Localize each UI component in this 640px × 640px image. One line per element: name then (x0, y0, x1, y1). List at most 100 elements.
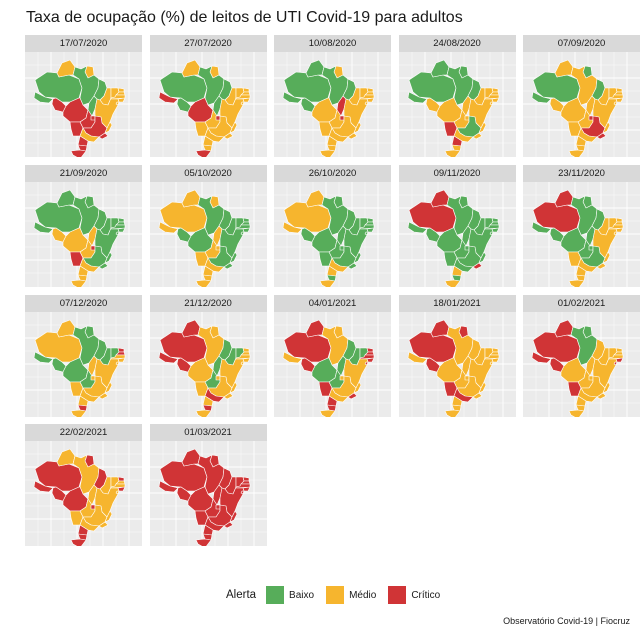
state-ba (94, 97, 120, 129)
state-rr (181, 59, 200, 78)
legend-key-critico (388, 586, 407, 604)
state-sp (79, 257, 100, 273)
state-df (90, 375, 96, 380)
state-rj (347, 262, 358, 270)
map-plot-area (523, 311, 640, 417)
state-ba (468, 227, 493, 259)
state-ac (531, 221, 552, 234)
map-plot-area (149, 181, 267, 287)
state-rj (98, 132, 109, 140)
map-plot-area (398, 181, 516, 287)
map-panel: 22/02/2021 (25, 424, 142, 547)
state-ba (94, 227, 120, 259)
state-rr (305, 189, 325, 208)
state-rj (223, 262, 233, 270)
state-es (353, 251, 362, 264)
state-rs (70, 539, 87, 547)
state-df (215, 115, 220, 121)
state-rr (554, 189, 574, 208)
state-rn (242, 347, 249, 352)
map-panel: 01/03/2021 (149, 424, 267, 547)
map-panel: 10/08/2020 (274, 35, 391, 157)
state-es (104, 511, 113, 523)
state-rn (491, 87, 498, 93)
state-rj (98, 392, 109, 399)
state-es (104, 121, 113, 134)
state-rr (430, 189, 449, 208)
state-ac (33, 351, 54, 363)
state-rn (117, 87, 125, 93)
facet-grid: 17/07/2020 27/07/2020 10/08/2020 24/08/2020… (25, 35, 640, 547)
state-df (339, 375, 345, 380)
state-rr (305, 59, 325, 78)
state-sp (204, 517, 224, 532)
state-df (90, 245, 96, 251)
map-panel: 07/09/2020 (523, 35, 640, 157)
map-panel: 23/11/2020 (523, 164, 640, 287)
map-panel: 09/11/2020 (398, 164, 516, 287)
state-df (464, 115, 469, 121)
state-rn (491, 217, 498, 223)
state-rr (181, 189, 200, 208)
state-rn (117, 347, 125, 352)
brazil-map (398, 311, 516, 417)
map-panel: 05/10/2020 (149, 164, 267, 287)
state-rn (117, 217, 125, 223)
state-df (215, 245, 220, 251)
map-panel: 18/01/2021 (398, 294, 516, 417)
legend-key-medio (326, 586, 345, 604)
map-plot-area (523, 181, 640, 287)
state-rj (472, 392, 482, 399)
map-panel: 24/08/2020 (398, 35, 516, 157)
state-rs (319, 279, 336, 287)
state-es (104, 251, 113, 264)
brazil-map (398, 52, 516, 157)
state-ac (158, 351, 178, 363)
state-ba (343, 227, 369, 259)
map-plot-area (25, 441, 142, 547)
state-es (229, 121, 237, 134)
map-panel: 17/07/2020 (25, 35, 142, 157)
state-rs (195, 149, 211, 157)
state-sp (577, 257, 598, 273)
legend: Alerta Baixo Médio Crítico (226, 586, 452, 604)
state-ac (407, 221, 427, 234)
panel-date-strip: 07/12/2020 (25, 294, 142, 312)
state-rj (472, 262, 482, 270)
legend-label-critico: Crítico (411, 589, 441, 601)
state-df (339, 245, 345, 251)
map-plot-area (398, 52, 516, 157)
state-rs (70, 279, 87, 287)
state-es (602, 381, 611, 393)
state-sp (328, 127, 349, 143)
state-df (588, 115, 594, 121)
state-sp (204, 127, 224, 143)
state-rj (596, 132, 607, 140)
source-caption: Observatório Covid-19 | Fiocruz (503, 616, 630, 626)
state-sp (577, 127, 598, 143)
state-rj (347, 132, 358, 140)
state-sp (79, 517, 100, 532)
state-df (215, 375, 220, 380)
map-plot-area (149, 52, 267, 157)
panel-date-strip: 27/07/2020 (149, 35, 267, 52)
map-panel: 04/01/2021 (274, 294, 391, 417)
state-rr (181, 319, 200, 337)
state-rs (195, 539, 211, 547)
state-rj (472, 132, 482, 140)
map-panel: 26/10/2020 (274, 164, 391, 287)
state-rs (195, 409, 211, 417)
brazil-map (274, 311, 391, 417)
panel-date-strip: 04/01/2021 (274, 294, 391, 312)
map-plot-area (149, 441, 267, 547)
legend-title: Alerta (226, 589, 257, 601)
state-sp (79, 387, 100, 402)
state-es (229, 381, 237, 393)
state-rj (223, 522, 233, 529)
state-ba (94, 487, 120, 518)
state-rn (615, 217, 623, 223)
state-rr (181, 449, 200, 467)
map-plot-area (149, 311, 267, 417)
state-rn (242, 477, 249, 482)
panel-date-strip: 21/12/2020 (149, 294, 267, 312)
